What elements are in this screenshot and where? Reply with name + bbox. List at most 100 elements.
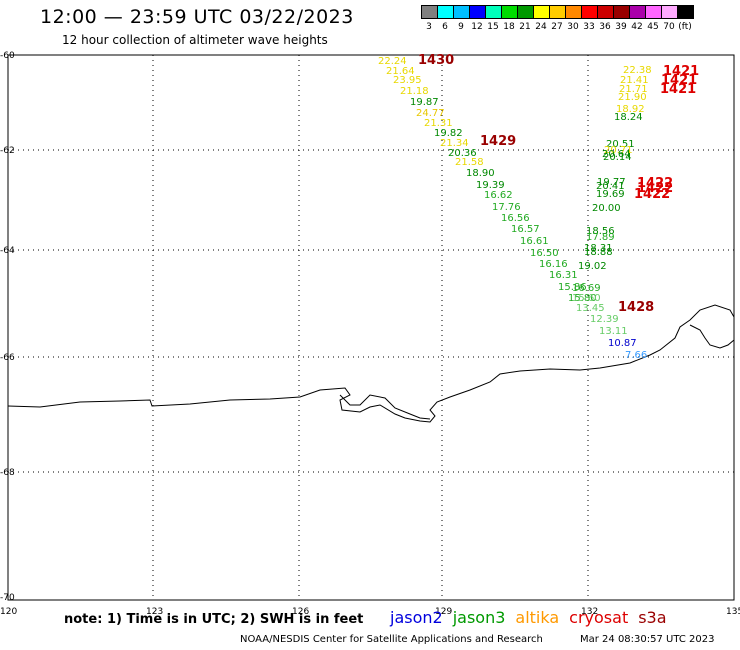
wave-height-label: 19.69 xyxy=(596,189,625,200)
wave-height-label: 19.39 xyxy=(476,180,505,191)
lon-label: 129 xyxy=(435,607,452,617)
pass-time-label: 1422 xyxy=(634,187,670,202)
wave-height-label: 15.86 xyxy=(558,282,587,293)
lat-label: -64 xyxy=(0,246,15,256)
colorbar-swatch xyxy=(677,5,694,19)
wave-height-label: 20.36 xyxy=(448,148,477,159)
wave-height-label: 19.77 xyxy=(597,177,626,188)
wave-height-label: 12.39 xyxy=(590,314,619,325)
lat-label: -70 xyxy=(0,593,15,603)
wave-height-label: 21.41 xyxy=(620,75,649,86)
wave-height-label: 16.16 xyxy=(539,259,568,270)
pass-time-label: 1429 xyxy=(480,134,516,149)
colorbar-label: 30 xyxy=(567,22,579,32)
wave-height-label: 20.64 xyxy=(602,149,631,160)
colorbar-label: 45 xyxy=(647,22,659,32)
map-grid xyxy=(8,55,734,600)
map-frame xyxy=(7,54,735,601)
colorbar-labels: 3 6 9 12 15 18 21 24 27 30 33 36 39 42 45 70 (ft) xyxy=(421,22,693,32)
pass-time-label: 1421 xyxy=(663,64,699,79)
wave-height-label: 22.38 xyxy=(623,65,652,76)
wave-height-label: 16.31 xyxy=(549,270,578,281)
footnote: note: 1) Time is in UTC; 2) SWH is in fe… xyxy=(64,612,364,627)
lon-label: 120 xyxy=(0,607,17,617)
colorbar-label: 36 xyxy=(599,22,611,32)
wave-height-label: 10.87 xyxy=(608,338,637,349)
colorbar-label: 21 xyxy=(519,22,531,32)
wave-height-label: 16.61 xyxy=(520,236,549,247)
lat-label: -62 xyxy=(0,146,15,156)
lat-label: -66 xyxy=(0,353,15,363)
wave-height-label: 21.71 xyxy=(619,84,648,95)
legend-jason2: jason2 xyxy=(390,608,443,627)
lon-label: 132 xyxy=(581,607,598,617)
wave-height-label: 20.51 xyxy=(606,139,635,150)
wave-height-label: 21.31 xyxy=(424,118,453,129)
satellite-legend: jason2 jason3 altika cryosat s3a xyxy=(390,608,667,627)
wave-height-label: 18.24 xyxy=(614,112,643,123)
wave-height-label: 24.77 xyxy=(416,108,445,119)
wave-height-label: 21.64 xyxy=(386,66,415,77)
pass-time-label: 1421 xyxy=(661,73,697,88)
colorbar-label: 70 xyxy=(663,22,675,32)
axis-labels: -60 -62 -64 -66 -68 -70 120 123 126 129 132 135 xyxy=(0,51,740,617)
wave-height-label: 21.58 xyxy=(455,157,484,168)
antarctic-coastline xyxy=(7,304,735,423)
wave-height-label: 20.71 xyxy=(604,145,633,156)
pass-time-label: 1421 xyxy=(660,82,696,97)
wave-height-label: 20.41 xyxy=(596,181,625,192)
pass-time-label: 1422 xyxy=(637,176,673,191)
legend-s3a: s3a xyxy=(638,608,667,627)
wave-height-label: 16.50 xyxy=(530,248,559,259)
wave-height-label: 18.90 xyxy=(466,168,495,179)
legend-altika: altika xyxy=(515,608,560,627)
legend-jason3: jason3 xyxy=(452,608,506,627)
wave-height-label: 21.34 xyxy=(440,138,469,149)
wave-height-label: 19.82 xyxy=(434,128,463,139)
wave-height-label: 17.89 xyxy=(586,232,615,243)
wave-height-label: 7.66 xyxy=(625,350,647,361)
map-subtitle: 12 hour collection of altimeter wave hei… xyxy=(62,33,328,47)
colorbar-label: 12 xyxy=(471,22,483,32)
wave-height-label: 16.69 xyxy=(572,283,601,294)
colorbar-label: 6 xyxy=(442,22,448,32)
lat-label: -60 xyxy=(0,51,15,61)
wave-height-label: 13.45 xyxy=(576,303,605,314)
wave-height-label: 13.11 xyxy=(599,326,628,337)
wave-height-label: 19.87 xyxy=(410,97,439,108)
pass-time-label: 1428 xyxy=(618,300,654,315)
credit-line: NOAA/NESDIS Center for Satellite Applica… xyxy=(240,634,543,645)
wave-height-label: 18.92 xyxy=(616,104,645,115)
wave-height-label: 22.24 xyxy=(378,56,407,67)
wave-height-label: 16.62 xyxy=(484,190,513,201)
pass-time-label: 1422 xyxy=(637,181,673,196)
wave-height-label: 23.95 xyxy=(393,75,422,86)
wave-height-label: 21.90 xyxy=(618,92,647,103)
colorbar-label: 3 xyxy=(426,22,432,32)
wave-height-label: 18.56 xyxy=(586,226,615,237)
colorbar-label: 42 xyxy=(631,22,643,32)
wave-height-label: 15.60 xyxy=(572,293,601,304)
colorbar xyxy=(421,5,694,19)
wave-height-label: 20.14 xyxy=(603,152,632,163)
wave-height-label: 21.18 xyxy=(400,86,429,97)
colorbar-label: 33 xyxy=(583,22,595,32)
colorbar-label: (ft) xyxy=(678,22,692,32)
wave-height-tracks: 22.2421.6423.9521.1819.8724.7721.3119.82… xyxy=(378,56,652,361)
colorbar-label: 24 xyxy=(535,22,547,32)
wave-height-label: 19.02 xyxy=(578,261,607,272)
wave-height-label: 15.80 xyxy=(568,293,597,304)
wave-height-label: 17.76 xyxy=(492,202,521,213)
wave-height-label: 18.31 xyxy=(584,243,613,254)
colorbar-label: 18 xyxy=(503,22,515,32)
lat-label: -68 xyxy=(0,468,15,478)
lon-label: 126 xyxy=(292,607,309,617)
lon-label: 123 xyxy=(146,607,163,617)
wave-height-label: 18.88 xyxy=(584,247,613,258)
colorbar-label: 27 xyxy=(551,22,563,32)
colorbar-label: 39 xyxy=(615,22,627,32)
lon-label: 135 xyxy=(726,607,740,617)
pass-time-label: 1430 xyxy=(418,53,454,68)
